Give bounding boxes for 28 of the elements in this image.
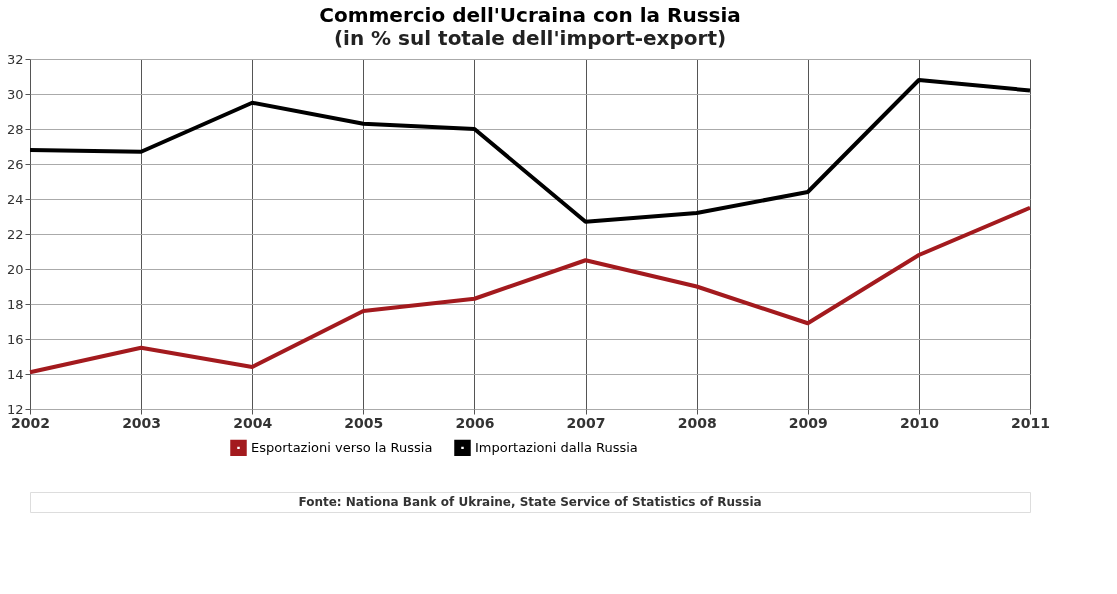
line-series	[28, 78, 1032, 224]
x-tick-label: 2006	[455, 414, 495, 431]
y-tick-label: 30	[6, 86, 24, 102]
y-tick-label: 28	[6, 121, 24, 137]
y-tick-label: 20	[6, 261, 24, 277]
x-tick-label: 2009	[788, 414, 828, 431]
y-tick-label: 16	[6, 331, 24, 347]
chart-title: Commercio dell'Ucraina con la Russia	[319, 3, 741, 27]
y-tick-label: 26	[6, 156, 24, 172]
x-tick-label: 2002	[11, 414, 50, 431]
legend-label: Importazioni dalla Russia	[475, 439, 638, 455]
x-tick-label: 2010	[899, 414, 940, 431]
x-tick-label: 2007	[566, 414, 606, 431]
y-tick-label: 32	[6, 51, 24, 67]
x-tick-label: 2003	[122, 414, 162, 431]
line-series	[28, 205, 1032, 375]
source-note: Fonte: Nationa Bank of Ukraine, State Service of Statistics of Russia	[298, 495, 762, 509]
x-tick-label: 2005	[344, 414, 384, 431]
x-tick-label: 2008	[677, 414, 717, 431]
y-tick-label: 12	[6, 401, 24, 417]
y-tick-label: 24	[6, 191, 24, 207]
y-tick-label: 18	[6, 296, 24, 312]
x-tick-label: 2004	[233, 414, 273, 431]
y-tick-label: 14	[6, 366, 24, 382]
legend-label: Esportazioni verso la Russia	[251, 439, 433, 455]
chart-subtitle: (in % sul totale dell'import-export)	[333, 26, 727, 50]
x-tick-label: 2011	[1011, 414, 1050, 431]
y-tick-label: 22	[6, 226, 24, 242]
